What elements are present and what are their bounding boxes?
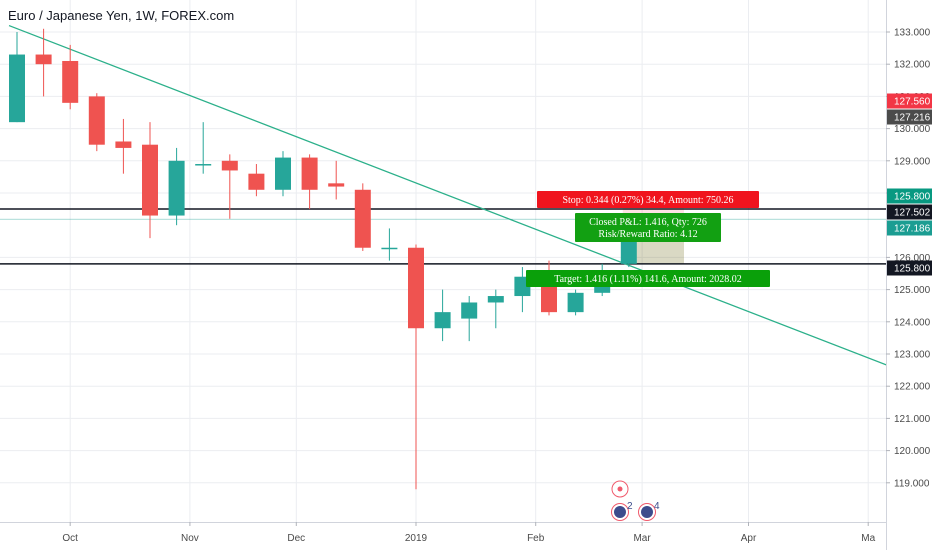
time-tick-label: 2019: [405, 533, 428, 544]
price-tick-label: 129.000: [894, 156, 931, 167]
target-label-box: [526, 270, 770, 287]
candle-body: [168, 160, 185, 216]
candle: [88, 93, 105, 152]
target-label: Target: 1.416 (1.11%) 141.6, Amount: 202…: [554, 274, 742, 285]
price-badge: [887, 260, 932, 276]
candle: [195, 122, 212, 174]
candle-body: [301, 157, 318, 190]
candle: [115, 118, 132, 174]
price-tick-label: 132.000: [894, 60, 931, 71]
candle-body: [221, 160, 238, 171]
candle-body: [115, 141, 132, 148]
time-axis[interactable]: Oct Nov Dec 2019 Feb Mar Apr Ma: [0, 522, 886, 544]
horizontal-lines[interactable]: [0, 208, 886, 265]
candle-body: [275, 157, 291, 190]
time-tick-label: Ma: [861, 533, 875, 544]
candle-body: [142, 144, 158, 216]
candle-body: [567, 292, 584, 313]
candle-body: [541, 279, 557, 313]
candle: [301, 154, 318, 210]
price-tick-label: 124.000: [894, 317, 931, 328]
candle-body: [35, 54, 52, 65]
price-tick-label: 120.000: [894, 446, 931, 457]
candle: [9, 32, 25, 123]
candle: [221, 154, 238, 219]
pnl-label-box: [575, 213, 721, 242]
price-badge-label: 127.186: [894, 224, 931, 235]
candle-body: [461, 302, 478, 319]
candle: [354, 183, 371, 251]
trendline[interactable]: [8, 24, 909, 374]
price-badge: [887, 204, 932, 220]
candle-body: [434, 312, 451, 329]
candle-body: [88, 96, 105, 145]
price-badge-label: 127.560: [894, 97, 931, 108]
time-tick-label: Apr: [741, 533, 757, 544]
price-badges: 127.560 127.216 125.800 127.502 127.186 125.8…: [887, 93, 932, 276]
candle: [248, 164, 265, 197]
candle: [381, 228, 398, 261]
candle: [408, 244, 424, 490]
dividend-count: 4: [654, 501, 660, 512]
candle: [461, 296, 478, 342]
candle-body: [354, 189, 371, 248]
candle: [35, 28, 52, 97]
price-badge-label: 125.800: [894, 264, 931, 275]
time-tick-label: Oct: [62, 533, 78, 544]
candle: [168, 147, 185, 226]
candle-body: [328, 183, 345, 187]
price-tick-label: 125.000: [894, 285, 931, 296]
price-tick-label: 133.000: [894, 28, 931, 39]
price-badge: [887, 93, 932, 109]
price-tick-label: 121.000: [894, 414, 931, 425]
candle-body: [195, 164, 212, 166]
price-tick-label: 122.000: [894, 382, 931, 393]
candle-body: [381, 247, 398, 250]
grid-lines: [0, 0, 886, 522]
price-badge: [887, 109, 932, 125]
price-badge-label: 127.502: [894, 208, 931, 219]
price-badge-label: 125.800: [894, 192, 931, 203]
candle: [142, 122, 158, 239]
candle: [487, 289, 504, 329]
price-tick-label: 123.000: [894, 350, 931, 361]
price-tick-label: 126.000: [894, 253, 931, 264]
price-badge-label: 127.216: [894, 113, 931, 124]
chart-title: Euro / Japanese Yen, 1W, FOREX.com: [8, 8, 235, 23]
dividend-icon: [614, 506, 626, 518]
candle: [62, 44, 79, 110]
candle: [567, 289, 584, 316]
candle: [328, 160, 345, 200]
candle-body: [248, 173, 265, 190]
candle: [434, 289, 451, 342]
candle-body: [9, 54, 25, 123]
risk-reward-label: Risk/Reward Ratio: 4.12: [598, 229, 697, 240]
candle: [275, 151, 291, 197]
time-tick-label: Feb: [527, 533, 545, 544]
candle-body: [487, 296, 504, 303]
time-tick-label: Mar: [633, 533, 651, 544]
dividend-count: 2: [627, 501, 633, 512]
dividend-icon: [641, 506, 653, 518]
price-badge: [887, 220, 932, 236]
earnings-dot-icon: [617, 486, 623, 492]
time-tick-label: Nov: [181, 533, 199, 544]
time-tick-label: Dec: [287, 533, 305, 544]
price-tick-label: 119.000: [894, 478, 930, 489]
pnl-label: Closed P&L: 1.416, Qty: 726: [589, 217, 707, 228]
candle-body: [62, 60, 79, 103]
position-annotations: Stop: 0.344 (0.27%) 34.4, Amount: 750.26…: [526, 191, 770, 287]
stop-label-box: [537, 191, 759, 208]
price-badge: [887, 188, 932, 204]
price-tick-label: 130.000: [894, 124, 931, 135]
candle-body: [408, 247, 424, 329]
candles: [9, 28, 637, 490]
candle: [541, 260, 557, 316]
stop-label: Stop: 0.344 (0.27%) 34.4, Amount: 750.26: [562, 195, 733, 206]
